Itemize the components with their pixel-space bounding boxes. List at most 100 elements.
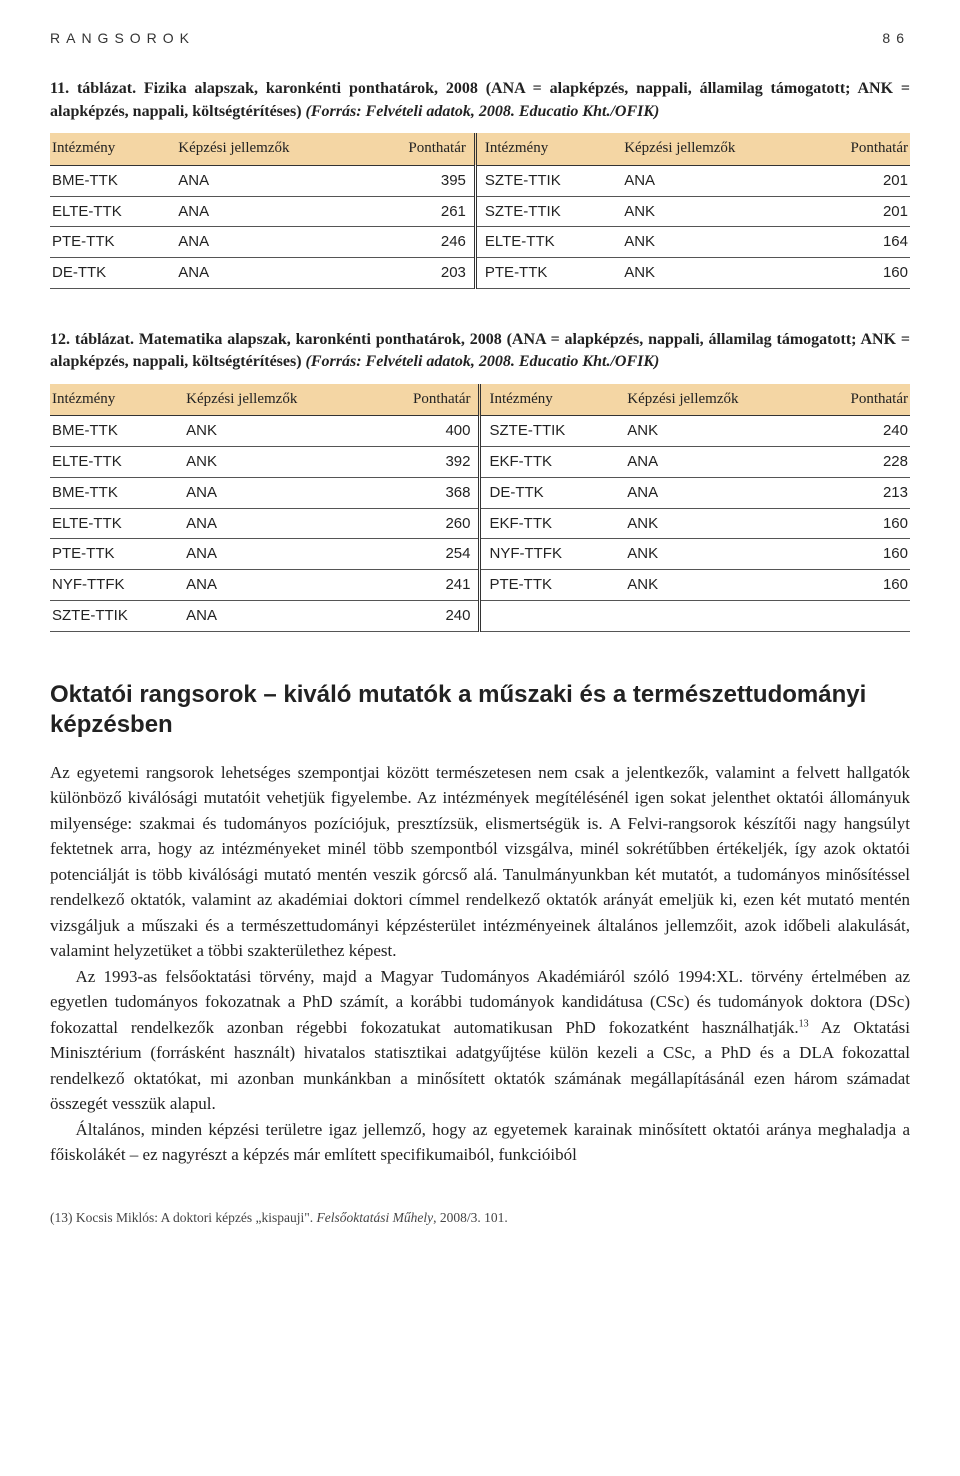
table-cell: SZTE-TTIK [475,196,616,227]
table-cell: 164 [808,227,910,258]
table-header: Képzési jellemzők [616,133,808,165]
header-section: RANGSOROK [50,28,195,48]
body-text: Az egyetemi rangsorok lehetséges szempon… [50,760,910,1168]
table-cell: ANK [619,570,809,601]
table-row: ELTE-TTKANA260EKF-TTKANK160 [50,508,910,539]
table-cell [480,600,619,631]
table-cell: 261 [362,196,475,227]
table-cell: 254 [368,539,480,570]
table-header: Ponthatár [368,384,480,416]
table-cell [619,600,809,631]
table-cell: ANA [178,570,368,601]
table-cell: SZTE-TTIK [480,416,619,447]
table-cell: EKF-TTK [480,508,619,539]
table-cell: 240 [368,600,480,631]
table-cell: NYF-TTFK [480,539,619,570]
table-cell: BME-TTK [50,165,170,196]
table-cell: 228 [809,447,910,478]
table-row: NYF-TTFKANA241PTE-TTKANK160 [50,570,910,601]
table-header: Intézmény [480,384,619,416]
table-cell: ELTE-TTK [50,196,170,227]
table-cell: ANA [170,165,362,196]
table-header: Ponthatár [809,384,910,416]
table-cell: 160 [809,508,910,539]
paragraph: Általános, minden képzési területre igaz… [50,1117,910,1168]
table-cell: 240 [809,416,910,447]
table-row: SZTE-TTIKANA240 [50,600,910,631]
table-cell: 201 [808,165,910,196]
table-row: BME-TTKANK400SZTE-TTIKANK240 [50,416,910,447]
table-cell: DE-TTK [50,258,170,289]
table-cell: ANK [178,447,368,478]
table-cell: SZTE-TTIK [50,600,178,631]
table-cell: ANA [616,165,808,196]
table-cell: ANK [616,227,808,258]
footnote: (13) Kocsis Miklós: A doktori képzés „ki… [50,1208,910,1228]
table-header: Intézmény [475,133,616,165]
table-cell: 246 [362,227,475,258]
table-cell: ANA [178,539,368,570]
table-cell: SZTE-TTIK [475,165,616,196]
table-cell: ANK [619,416,809,447]
table-cell: 203 [362,258,475,289]
table-cell: 392 [368,447,480,478]
table-header: Képzési jellemzők [619,384,809,416]
table-row: BME-TTKANA368DE-TTKANA213 [50,477,910,508]
table12-caption: 12. táblázat. Matematika alapszak, karon… [50,329,910,374]
table11: IntézményKépzési jellemzőkPonthatárIntéz… [50,133,910,289]
table-cell: ANK [619,508,809,539]
table-cell: ANA [619,447,809,478]
table-cell: ELTE-TTK [50,447,178,478]
table-header: Képzési jellemzők [178,384,368,416]
table-cell: ANK [178,416,368,447]
table-cell: ELTE-TTK [50,508,178,539]
table-cell: 395 [362,165,475,196]
paragraph: Az 1993-as felsőoktatási törvény, majd a… [50,964,910,1117]
table-cell: NYF-TTFK [50,570,178,601]
running-header: RANGSOROK 86 [50,28,910,48]
table-cell: 213 [809,477,910,508]
table-cell: PTE-TTK [475,258,616,289]
table-cell: BME-TTK [50,416,178,447]
table11-caption: 11. táblázat. Fizika alapszak, karonként… [50,78,910,123]
table-cell [809,600,910,631]
table-cell: ANA [619,477,809,508]
table-cell: PTE-TTK [50,227,170,258]
table12: IntézményKépzési jellemzőkPonthatárIntéz… [50,384,910,632]
table-cell: 260 [368,508,480,539]
table-cell: ANK [619,539,809,570]
table-row: PTE-TTKANA254NYF-TTFKANK160 [50,539,910,570]
table-header: Intézmény [50,384,178,416]
table-cell: ELTE-TTK [475,227,616,258]
table-cell: ANA [178,600,368,631]
header-page-number: 86 [882,28,910,48]
table-cell: PTE-TTK [50,539,178,570]
table-cell: 400 [368,416,480,447]
table-header: Intézmény [50,133,170,165]
table-cell: ANK [616,258,808,289]
table-row: BME-TTKANA395SZTE-TTIKANA201 [50,165,910,196]
table-cell: 160 [808,258,910,289]
table-cell: ANA [178,508,368,539]
table-cell: 241 [368,570,480,601]
table-header: Ponthatár [808,133,910,165]
table-cell: PTE-TTK [480,570,619,601]
table-row: ELTE-TTKANK392EKF-TTKANA228 [50,447,910,478]
paragraph: Az egyetemi rangsorok lehetséges szempon… [50,760,910,964]
table-cell: 368 [368,477,480,508]
table-cell: ANK [616,196,808,227]
table-cell: DE-TTK [480,477,619,508]
table-cell: 160 [809,570,910,601]
table-row: ELTE-TTKANA261SZTE-TTIKANK201 [50,196,910,227]
table-row: DE-TTKANA203PTE-TTKANK160 [50,258,910,289]
table-cell: BME-TTK [50,477,178,508]
table-cell: EKF-TTK [480,447,619,478]
table-row: PTE-TTKANA246ELTE-TTKANK164 [50,227,910,258]
table-cell: ANA [170,196,362,227]
table-header: Ponthatár [362,133,475,165]
section-heading: Oktatói rangsorok – kiváló mutatók a műs… [50,680,910,740]
table-cell: ANA [170,258,362,289]
table-cell: 160 [809,539,910,570]
table-cell: ANA [178,477,368,508]
footnote-ref: 13 [799,1018,809,1029]
